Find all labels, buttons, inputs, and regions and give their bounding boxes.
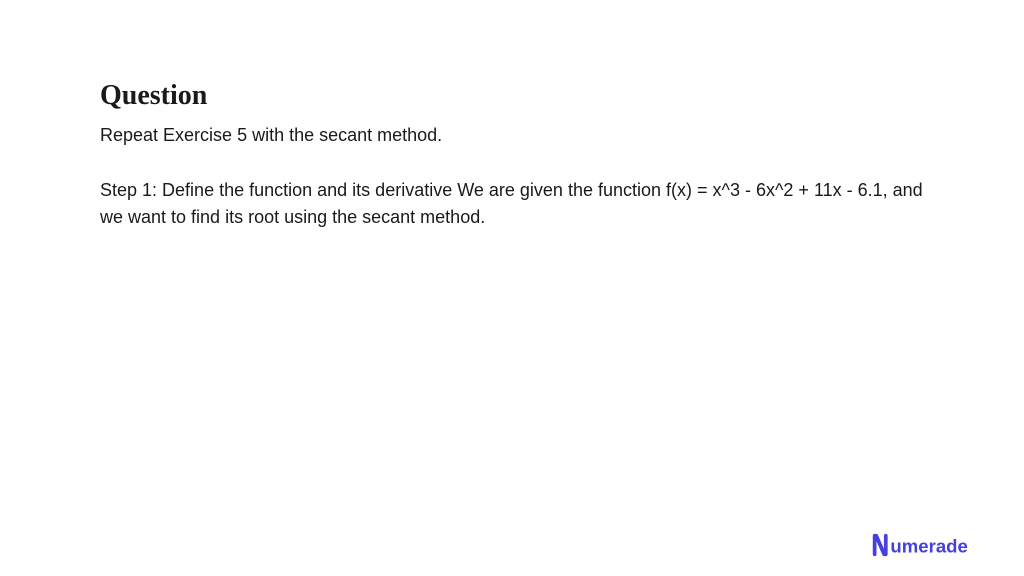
step-text: Step 1: Define the function and its deri… — [100, 177, 924, 231]
question-heading: Question — [100, 80, 924, 112]
question-text: Repeat Exercise 5 with the secant method… — [100, 122, 924, 149]
content-container: Question Repeat Exercise 5 with the seca… — [0, 0, 1024, 231]
logo-text: umerade — [890, 535, 967, 556]
logo-letter-n — [873, 534, 888, 556]
numerade-logo: umerade — [870, 532, 1000, 558]
